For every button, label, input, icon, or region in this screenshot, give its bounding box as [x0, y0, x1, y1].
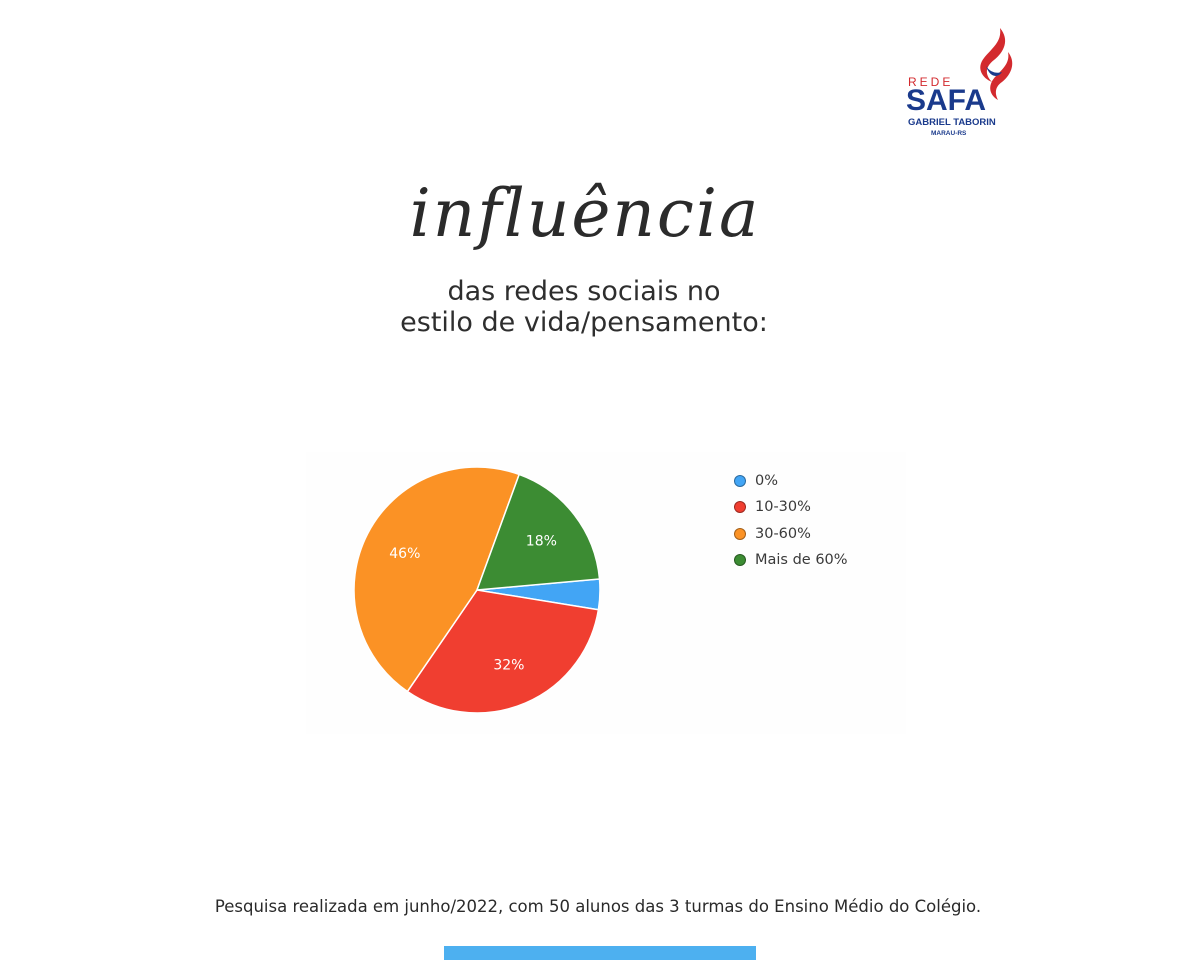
legend-item-2: 10-30% [734, 494, 848, 520]
pie-data-label-2: 32% [493, 658, 524, 674]
legend-dot-2 [734, 501, 746, 514]
legend-label-3: 30-60% [755, 525, 811, 542]
legend-dot-4 [734, 554, 746, 567]
logo-safa-text: SAFA [906, 84, 987, 117]
logo-rede-text: REDE [908, 75, 954, 89]
logo-gabriel-text: GABRIEL TABORIN [908, 117, 996, 128]
pie-chart: 32% 46% 18% [353, 466, 601, 714]
survey-footnote: Pesquisa realizada em junho/2022, com 50… [214, 897, 982, 916]
legend-label-2: 10-30% [755, 499, 811, 516]
flame-icon [980, 28, 1013, 100]
subtitle-line-2: estilo de vida/pensamento: [400, 307, 768, 338]
legend-label-4: Mais de 60% [755, 552, 848, 569]
pie-slice-3 [353, 466, 521, 693]
page-subtitle: das redes sociais no estilo de vida/pens… [0, 276, 1168, 338]
pie-data-label-4: 18% [526, 534, 557, 550]
legend-dot-1 [734, 475, 746, 488]
pie-data-label-3: 46% [389, 546, 420, 562]
logo-city-text: MARAU-RS [931, 130, 967, 137]
legend-item-1: 0% [734, 468, 848, 494]
pie-chart-area: 32% 46% 18% [306, 452, 906, 734]
legend-label-1: 0% [755, 473, 779, 490]
pie-slice-4 [475, 473, 601, 591]
logo-rede-safa: REDE SAFA GABRIEL TABORIN MARAU-RS [900, 26, 1025, 144]
subtitle-line-1: das redes sociais no [447, 276, 721, 307]
legend-dot-3 [734, 527, 746, 540]
script-title: influência [409, 175, 761, 252]
chart-legend: 0% 10-30% 30-60% Mais de 60% [734, 468, 848, 573]
pie-slice-2 [406, 589, 600, 714]
accent-bar [444, 946, 756, 960]
legend-item-4: Mais de 60% [734, 547, 848, 573]
legend-item-3: 30-60% [734, 521, 848, 547]
